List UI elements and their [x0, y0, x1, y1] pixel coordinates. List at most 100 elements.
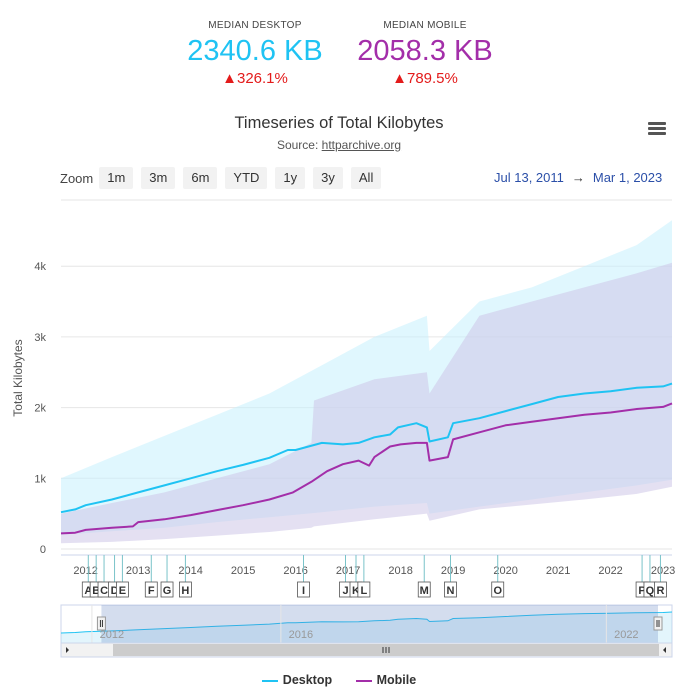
navigator-handle: [653, 616, 663, 631]
flag-label: D: [111, 585, 119, 597]
range-to-input[interactable]: Mar 1, 2023: [592, 170, 663, 185]
y-axis-title: Total Kilobytes: [11, 339, 25, 416]
flag-label: P: [638, 585, 645, 597]
zoom-1m-button[interactable]: 1m: [99, 167, 134, 189]
hamburger-icon: [648, 122, 666, 125]
flag-label: R: [656, 585, 664, 597]
x-tick-label: 2021: [546, 565, 570, 577]
series-line-mobile: [60, 402, 673, 535]
range-bands: [61, 220, 672, 544]
flag-label: G: [163, 585, 172, 597]
zoom-ytd-button[interactable]: YTD: [225, 167, 268, 189]
flag-box: [357, 581, 371, 598]
navigator-frame: [60, 604, 673, 644]
x-tick-label: 2012: [73, 565, 97, 577]
zoom-label: Zoom: [60, 170, 94, 186]
legend-label-desktop: Desktop: [282, 673, 333, 687]
flag-label: K: [352, 585, 360, 597]
y-tick-label: 4k: [34, 261, 46, 273]
flag-label: E: [119, 585, 126, 597]
legend-label-mobile: Mobile: [376, 673, 417, 687]
flag-label: H: [181, 585, 189, 597]
median-mobile-metric: MEDIAN MOBILE 2058.3 KB ▲789.5%: [325, 20, 525, 87]
band-area-mobile-range: [61, 262, 672, 544]
flag-box: [160, 581, 174, 598]
y-tick-label: 3k: [34, 332, 46, 344]
flag-label: C: [100, 585, 108, 597]
flag-box: [417, 581, 431, 598]
chart-title: Timeseries of Total Kilobytes: [234, 114, 444, 132]
median-mobile-label: MEDIAN MOBILE: [383, 20, 467, 31]
flag-label: F: [148, 585, 155, 597]
x-tick-label: 2016: [283, 565, 307, 577]
navigator-label: 2022: [614, 629, 638, 641]
y-tick-label: 0: [40, 544, 46, 556]
median-desktop-label: MEDIAN DESKTOP: [208, 20, 302, 31]
flag-label: L: [361, 585, 368, 597]
flag-box: [654, 581, 667, 598]
x-tick-label: 2020: [493, 565, 517, 577]
flag-box: [297, 581, 310, 598]
scroll-right-icon: [663, 647, 666, 653]
navigator-area: [61, 612, 672, 643]
navigator-label: 2016: [289, 629, 313, 641]
flag-box: [144, 581, 158, 598]
median-mobile-value: 2058.3 KB: [357, 35, 493, 67]
x-tick-label: 2022: [598, 565, 622, 577]
navigator-selection: [101, 605, 658, 643]
navigator-handle: [96, 616, 106, 631]
up-triangle-icon: ▲: [392, 70, 407, 87]
flag-label: J: [342, 585, 348, 597]
zoom-1y-button[interactable]: 1y: [275, 167, 306, 189]
series-line-desktop: [60, 382, 673, 514]
median-desktop-metric: MEDIAN DESKTOP 2340.6 KB ▲326.1%: [155, 20, 355, 87]
source-link[interactable]: httparchive.org: [321, 138, 402, 152]
navigator-label: 2012: [100, 629, 124, 641]
zoom-6m-button[interactable]: 6m: [183, 167, 218, 189]
y-tick-label: 1k: [34, 473, 46, 485]
median-desktop-value: 2340.6 KB: [187, 35, 323, 67]
flag-box: [179, 581, 192, 598]
zoom-3m-button[interactable]: 3m: [141, 167, 176, 189]
legend-swatch-mobile: [355, 679, 372, 682]
x-tick-label: 2017: [336, 565, 360, 577]
navigator[interactable]: 2012 2016 2022: [60, 604, 673, 658]
flag-box: [444, 581, 457, 598]
x-tick-label: 2015: [231, 565, 255, 577]
flag-label: O: [493, 585, 502, 597]
flag-label: Q: [646, 585, 655, 597]
flag-label: B: [92, 585, 100, 597]
zoom-toolbar: Zoom 1m 3m 6m YTD 1y 3y All: [60, 167, 389, 189]
median-mobile-change-value: 789.5%: [406, 70, 458, 87]
flag-label: M: [420, 585, 429, 597]
zoom-all-button[interactable]: All: [350, 167, 382, 189]
up-triangle-icon: ▲: [222, 70, 237, 87]
chart-menu-button[interactable]: [648, 122, 666, 138]
x-tick-label: 2019: [441, 565, 465, 577]
flag-box: [491, 581, 505, 598]
y-tick-label: 2k: [34, 403, 46, 415]
x-axis: 2012 2013 2014 2015 2016 2017 2018 2019 2020 2021…: [61, 554, 675, 577]
zoom-3y-button[interactable]: 3y: [313, 167, 343, 189]
chart-subtitle: Source: httparchive.org: [0, 138, 678, 152]
date-range: Jul 13, 2011 → Mar 1, 2023: [494, 170, 662, 185]
flag-label: A: [84, 585, 92, 597]
x-tick-label: 2023: [651, 565, 675, 577]
median-desktop-change: ▲326.1%: [155, 70, 355, 87]
range-from-input[interactable]: Jul 13, 2011: [494, 170, 564, 185]
x-tick-label: 2018: [388, 565, 412, 577]
hamburger-icon-line: [648, 132, 666, 135]
median-desktop-change-value: 326.1%: [236, 70, 288, 87]
legend-swatch-desktop: [261, 679, 278, 682]
legend: Desktop Mobile: [0, 673, 678, 687]
flag-label: N: [447, 585, 455, 597]
hamburger-icon-line: [648, 127, 666, 130]
legend-item-mobile[interactable]: Mobile: [355, 673, 417, 687]
navigator-line: [60, 611, 673, 634]
y-axis: 0 1k 2k 3k 4k Total Kilobytes: [11, 261, 46, 556]
legend-item-desktop[interactable]: Desktop: [261, 673, 333, 687]
scroll-left-icon: [66, 647, 69, 653]
source-prefix: Source:: [276, 138, 322, 152]
